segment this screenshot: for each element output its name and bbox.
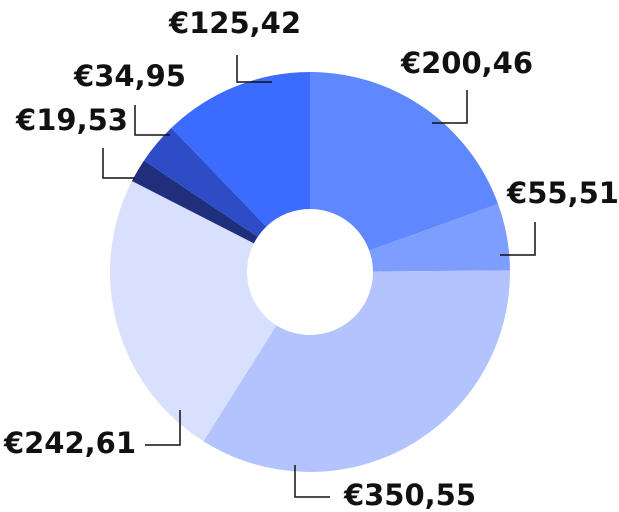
value-label: €350,55 xyxy=(343,478,476,512)
donut-slice xyxy=(369,204,510,272)
value-label: €34,95 xyxy=(73,59,186,93)
leader-line xyxy=(294,465,330,498)
leader-line xyxy=(236,55,272,83)
value-label: €55,51 xyxy=(506,176,619,210)
value-label: €125,42 xyxy=(168,6,301,40)
leader-line xyxy=(102,148,135,179)
leader-line xyxy=(145,410,181,446)
leader-line xyxy=(432,90,468,124)
donut-slice xyxy=(310,72,499,251)
donut-slice xyxy=(131,160,258,244)
leader-line xyxy=(134,105,170,136)
donut-slice xyxy=(143,127,267,237)
donut-slice xyxy=(171,72,310,227)
donut-slice xyxy=(109,181,277,442)
value-label: €19,53 xyxy=(15,103,128,137)
value-label: €242,61 xyxy=(3,426,136,460)
donut-slice xyxy=(203,270,510,472)
leader-line xyxy=(500,222,536,256)
value-label: €200,46 xyxy=(400,46,533,80)
